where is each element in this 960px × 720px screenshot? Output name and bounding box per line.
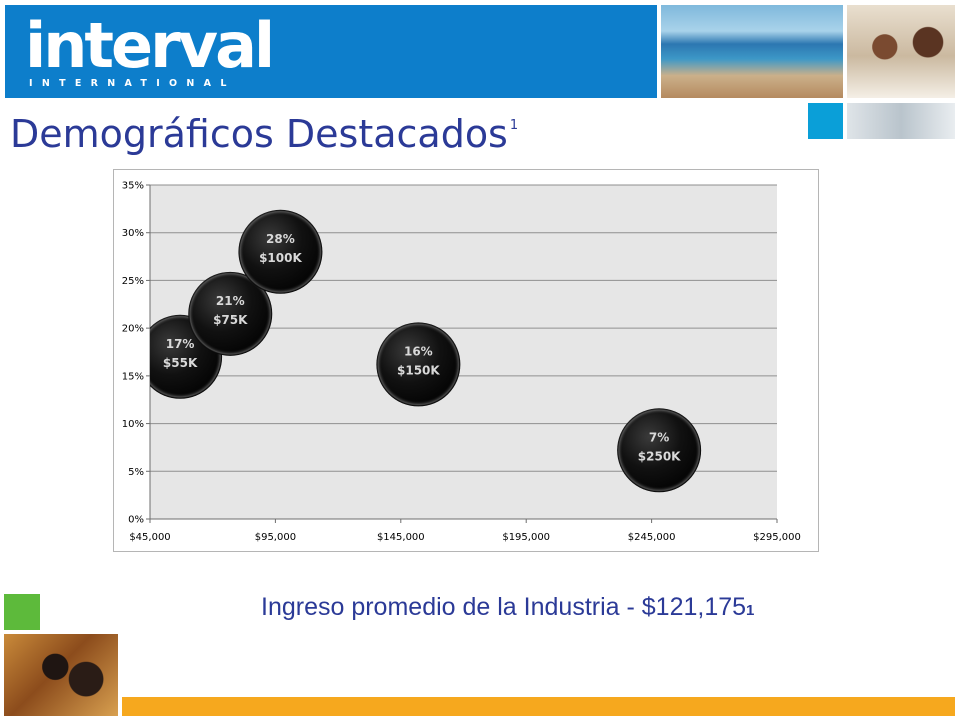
y-tick-label: 20% [122, 324, 144, 335]
y-tick-label: 15% [122, 371, 144, 382]
industry-average-note: Ingreso promedio de la Industria - $121,… [261, 589, 754, 629]
y-tick-label: 5% [128, 467, 144, 478]
bubble-percent-label: 7% [649, 430, 669, 444]
bubble-percent-label: 21% [216, 294, 245, 308]
y-tick-label: 30% [122, 228, 144, 239]
axis-ticks: 0% 5% 10% 15% 20% 25% 30% 35% $45,000 $95,000 $145… [122, 181, 801, 544]
x-tick-label: $95,000 [255, 532, 296, 543]
title-footnote-marker: 1 [509, 118, 519, 133]
footnote-marker: 1 [746, 602, 755, 619]
table-setting-photo-icon [847, 103, 955, 139]
logo-subtitle: INTERNATIONAL [29, 78, 236, 89]
header-bar: interval INTERNATIONAL [5, 5, 657, 98]
bubble-percent-label: 17% [166, 337, 195, 351]
blue-square-decoration [808, 103, 843, 139]
logo-word: interval [25, 9, 275, 82]
page-title: Demográficos Destacados 1 [10, 100, 518, 160]
bubble-rim [617, 408, 702, 493]
footer-bar [122, 697, 955, 716]
pool-photo-icon [661, 5, 843, 98]
y-tick-label: 10% [122, 419, 144, 430]
couple-photo-icon [847, 5, 955, 98]
industry-average-text: Ingreso promedio de la Industria - $121,… [261, 593, 747, 621]
green-square-decoration [4, 594, 40, 630]
bubble-rim [238, 209, 323, 294]
x-tick-label: $295,000 [753, 532, 801, 543]
y-tick-label: 25% [122, 276, 144, 287]
x-tick-label: $45,000 [129, 532, 170, 543]
bubble-rim [376, 322, 461, 407]
bubble-income-label: $55K [163, 356, 198, 370]
x-tick-label: $195,000 [502, 532, 550, 543]
x-tick-label: $145,000 [377, 532, 425, 543]
bubble-income-label: $100K [259, 251, 302, 265]
y-tick-label: 35% [122, 181, 144, 192]
bubble-income-label: $250K [638, 449, 681, 463]
y-tick-label: 0% [128, 515, 144, 526]
bubble-percent-label: 28% [266, 232, 295, 246]
bubbles: 17% $55K 21% $75K 28% $100K 16% $150K 7% $250K [150, 209, 702, 493]
dancing-couple-photo-icon [4, 634, 118, 716]
bubble-income-label: $150K [397, 363, 440, 377]
page-title-text: Demográficos Destacados [10, 112, 508, 156]
bubble-chart: 0% 5% 10% 15% 20% 25% 30% 35% $45,000 $95,000 $145… [113, 169, 819, 552]
bubble-rim [188, 271, 273, 356]
bubble-income-label: $75K [213, 313, 248, 327]
x-tick-label: $245,000 [628, 532, 676, 543]
bubble-percent-label: 16% [404, 344, 433, 358]
